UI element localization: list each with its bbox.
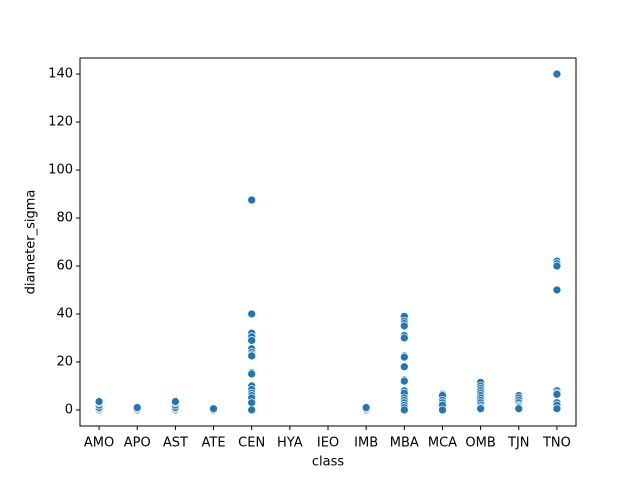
point	[361, 403, 371, 412]
point	[399, 321, 409, 331]
point	[171, 397, 180, 406]
y-tick-label: 80	[56, 211, 73, 226]
y-tick-label: 120	[48, 115, 73, 130]
point	[209, 404, 218, 414]
y-tick-label: 20	[56, 354, 73, 369]
point	[552, 69, 562, 79]
point	[247, 405, 257, 415]
x-tick-label: MCA	[428, 436, 457, 451]
point	[476, 404, 485, 414]
x-tick-label: AST	[163, 436, 188, 451]
point	[399, 376, 409, 386]
point	[552, 285, 562, 295]
x-tick-label: IEO	[317, 436, 339, 451]
y-axis-label: diameter_sigma	[24, 190, 39, 295]
x-tick-label: ATE	[202, 436, 226, 451]
x-tick-label: CEN	[238, 436, 265, 451]
x-tick-label: TJN	[507, 436, 530, 451]
point	[247, 398, 257, 408]
point	[399, 405, 409, 415]
point	[247, 336, 257, 345]
point	[399, 333, 409, 343]
x-tick-label: HYA	[277, 436, 303, 451]
y-tick-label: 60	[56, 258, 73, 273]
point	[94, 397, 104, 406]
point	[247, 369, 257, 379]
point	[552, 389, 562, 399]
point	[247, 195, 257, 205]
point	[399, 352, 409, 362]
y-tick-label: 40	[56, 306, 73, 321]
y-tick-label: 100	[48, 163, 73, 178]
point	[247, 351, 257, 361]
x-tick-label: APO	[124, 436, 151, 451]
point	[132, 403, 142, 412]
x-axis-label: class	[312, 455, 344, 470]
x-tick-label: AMO	[84, 436, 114, 451]
plot-frame	[79, 57, 577, 427]
point	[438, 405, 447, 415]
point	[247, 309, 257, 319]
x-tick-label: TNO	[542, 436, 571, 451]
x-tick-label: MBA	[390, 436, 419, 451]
x-tick-label: IMB	[354, 436, 378, 451]
x-tick-label: OMB	[465, 436, 495, 451]
point	[552, 261, 562, 271]
point	[552, 404, 562, 414]
point	[514, 404, 524, 414]
y-tick-label: 0	[65, 402, 73, 417]
point	[399, 362, 409, 372]
y-tick-label: 140	[48, 67, 73, 82]
